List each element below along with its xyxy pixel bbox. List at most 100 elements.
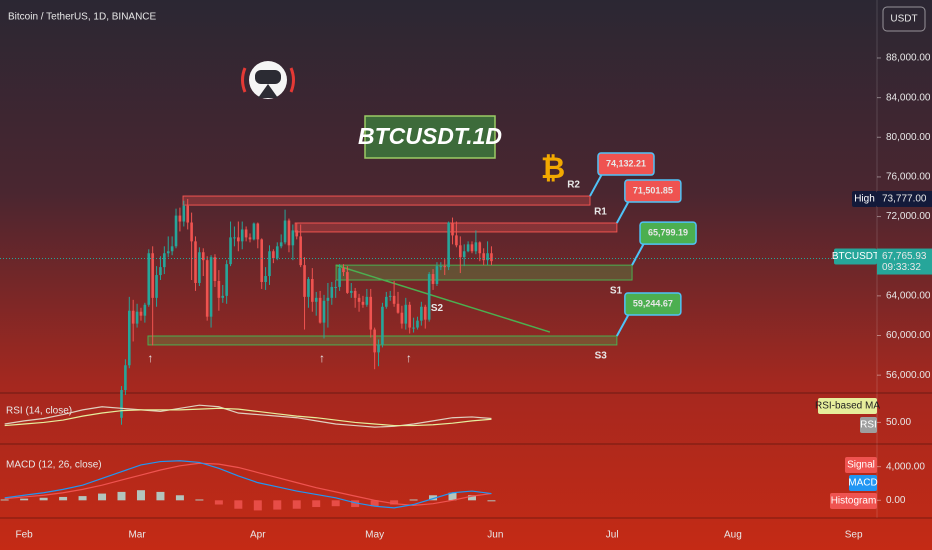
- candle-body: [127, 310, 131, 366]
- indicator-line: [4, 460, 492, 509]
- last-price-symbol-bg: [834, 248, 877, 265]
- candle-body: [400, 312, 404, 324]
- histogram-bar: [390, 500, 399, 505]
- legend-entry: MACD: [848, 478, 877, 489]
- high-marker-name: High: [854, 194, 875, 205]
- x-tick-label: Mar: [128, 530, 146, 541]
- currency-label[interactable]: USDT: [890, 14, 917, 25]
- last-price-label: 67,765.93: [882, 251, 927, 262]
- histogram-bar: [214, 500, 223, 505]
- candle-body: [135, 311, 139, 324]
- candle-body: [443, 266, 447, 268]
- histogram-bar: [409, 499, 418, 501]
- histogram-bar: [156, 491, 165, 501]
- candle-body: [170, 246, 174, 252]
- callout-pointer: [631, 242, 645, 266]
- y-tick-label: 50.00: [886, 417, 911, 428]
- callout-pointer: [615, 200, 630, 224]
- candle-body: [182, 205, 186, 222]
- candle-body: [357, 297, 361, 302]
- candle-body: [486, 253, 489, 261]
- arrow-marker: ↑: [319, 351, 325, 365]
- candle-body: [264, 276, 267, 282]
- candle-body: [373, 329, 376, 353]
- arrow-marker: ↑: [406, 351, 412, 365]
- candle-body: [435, 266, 439, 284]
- candle-body: [385, 296, 388, 307]
- candle-body: [318, 297, 322, 323]
- legend-entry-bg: [818, 398, 877, 414]
- histogram-bar: [175, 495, 184, 501]
- currency-button[interactable]: [882, 6, 926, 32]
- candle-body: [447, 222, 450, 268]
- candle-body: [163, 253, 166, 268]
- y-tick-label: 56,000.00: [886, 370, 931, 381]
- candle-body: [155, 275, 158, 298]
- trendline: [335, 264, 551, 333]
- histogram-bar: [234, 500, 243, 509]
- candle-body: [120, 390, 123, 418]
- candle-body: [342, 268, 345, 273]
- candle-body: [209, 257, 213, 317]
- level-name: R1: [594, 207, 607, 218]
- candle-body: [412, 327, 415, 329]
- logo: [241, 61, 295, 99]
- callout-label: 59,244.67: [633, 298, 673, 308]
- x-tick-label: Apr: [250, 530, 266, 541]
- last-price-symbol: BTCUSDT: [832, 251, 879, 262]
- histogram-bar: [117, 491, 126, 501]
- y-tick-label: 76,000.00: [886, 172, 931, 183]
- candle-body: [268, 251, 271, 277]
- candle-body: [225, 264, 228, 296]
- candle-body: [287, 220, 291, 246]
- callout-box: [624, 179, 682, 203]
- countdown: 09:33:32: [882, 262, 921, 273]
- last-price-tag: [877, 248, 932, 275]
- legend-entry-bg: [860, 417, 877, 433]
- level-name: R2: [567, 180, 580, 191]
- candle-body: [353, 290, 357, 298]
- candle-body: [439, 266, 443, 268]
- candle-body: [240, 229, 244, 242]
- candle-body: [279, 242, 283, 247]
- histogram-bar: [0, 499, 9, 501]
- histogram-bar: [253, 500, 262, 511]
- candle-body: [451, 222, 454, 236]
- candle-body: [201, 252, 205, 261]
- candle-body: [369, 296, 373, 330]
- candle-body: [490, 253, 493, 262]
- y-tick-label: 64,000.00: [886, 291, 931, 302]
- callout-box: [624, 292, 682, 316]
- candle-body: [178, 215, 182, 222]
- high-marker-name-bg: [852, 190, 877, 207]
- candle-body: [159, 267, 162, 276]
- histogram-bar: [20, 498, 29, 501]
- callout-label: 65,799.19: [648, 228, 688, 238]
- candle-body: [139, 311, 143, 316]
- x-tick-label: Jul: [606, 530, 619, 541]
- callout-pointer: [615, 313, 630, 337]
- x-tick-label: May: [365, 530, 384, 541]
- y-tick-label: 72,000.00: [886, 211, 931, 222]
- candle-body: [330, 286, 334, 298]
- y-tick-label: 80,000.00: [886, 132, 931, 143]
- candle-body: [474, 242, 478, 252]
- candle-body: [462, 251, 466, 258]
- candle-body: [124, 365, 127, 391]
- histogram-bar: [98, 493, 107, 501]
- callout-label: 71,501.85: [633, 185, 673, 195]
- legend-entry-bg: [830, 493, 877, 509]
- high-marker-label: 73,777.00: [882, 194, 927, 205]
- level-zone: [335, 264, 633, 281]
- candle-body: [338, 268, 341, 287]
- indicator-title: RSI (14, close): [6, 406, 72, 417]
- candle-body: [229, 237, 232, 265]
- histogram-bar: [351, 500, 360, 508]
- histogram-bar: [78, 496, 87, 501]
- candle-body: [423, 306, 427, 320]
- candle-body: [392, 295, 396, 304]
- candle-body: [466, 244, 470, 252]
